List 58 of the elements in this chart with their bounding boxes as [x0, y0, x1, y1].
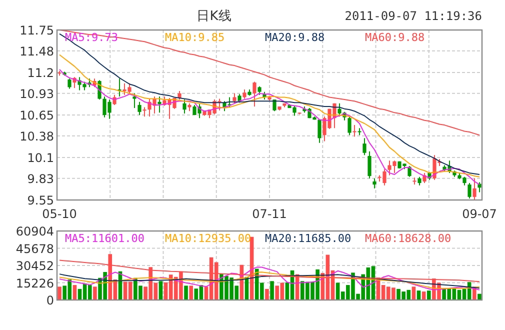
line-series	[59, 266, 480, 290]
text: MA10:9.85	[165, 31, 225, 44]
bar	[189, 286, 193, 300]
y-tick-label: 10.38	[20, 129, 54, 144]
candlestick	[468, 182, 472, 199]
candlestick	[132, 92, 136, 109]
candlestick	[348, 116, 352, 136]
candlestick	[158, 96, 162, 114]
candlestick	[362, 138, 366, 156]
line-series	[59, 54, 480, 178]
bar	[58, 286, 62, 300]
y-tick-label: 11.2	[27, 66, 54, 80]
text: MA10:12935.00	[165, 232, 252, 245]
y-tick-label: 10.93	[20, 86, 54, 101]
text: MA60:18628.00	[365, 232, 452, 245]
y-tick-label: 10.1	[27, 151, 54, 165]
text: MA20:9.88	[265, 31, 325, 44]
x-tick-label: 09-07	[462, 207, 497, 221]
bar	[184, 286, 188, 300]
x-tick-label: 05-10	[42, 207, 77, 221]
candlestick	[368, 150, 372, 179]
y-tick-label: 30452	[16, 259, 54, 273]
y-tick-label: 15226	[16, 276, 54, 290]
bar	[265, 288, 269, 300]
candlestick	[142, 106, 146, 118]
y-tick-label: 45678	[16, 242, 54, 256]
candlestick	[118, 78, 122, 97]
bar	[412, 286, 416, 300]
y-tick-label: 9.55	[27, 194, 54, 208]
y-tick-label: 9.83	[27, 172, 54, 186]
x-tick-label: 07-11	[252, 207, 287, 221]
bar	[93, 286, 97, 300]
candlestick	[472, 178, 476, 200]
bar	[426, 290, 431, 300]
candlestick	[352, 124, 356, 138]
candlestick	[478, 182, 482, 193]
text: MA20:11685.00	[265, 232, 352, 245]
chart-title: 日K线	[196, 9, 232, 24]
y-tick-label: 0	[46, 294, 54, 308]
y-tick-label: 11.75	[20, 24, 54, 38]
text: MA60:9.88	[365, 31, 425, 44]
candlestick	[138, 101, 142, 116]
y-tick-label: 60904	[16, 224, 54, 238]
text: 2011-09-07 11:19:36	[344, 9, 482, 23]
candlestick	[252, 81, 256, 107]
bar	[270, 281, 274, 300]
bar	[478, 294, 482, 300]
line-series	[59, 30, 480, 136]
candlestick	[318, 119, 322, 144]
candlestick	[68, 78, 72, 90]
y-tick-label: 11.48	[20, 44, 54, 58]
bar	[158, 281, 163, 300]
candlestick	[242, 89, 246, 100]
candlestick	[232, 92, 236, 104]
y-tick-label: 10.65	[20, 108, 54, 122]
text: MA5:11601.00	[65, 232, 144, 245]
candlestick	[182, 99, 186, 114]
candlestick	[372, 178, 376, 189]
